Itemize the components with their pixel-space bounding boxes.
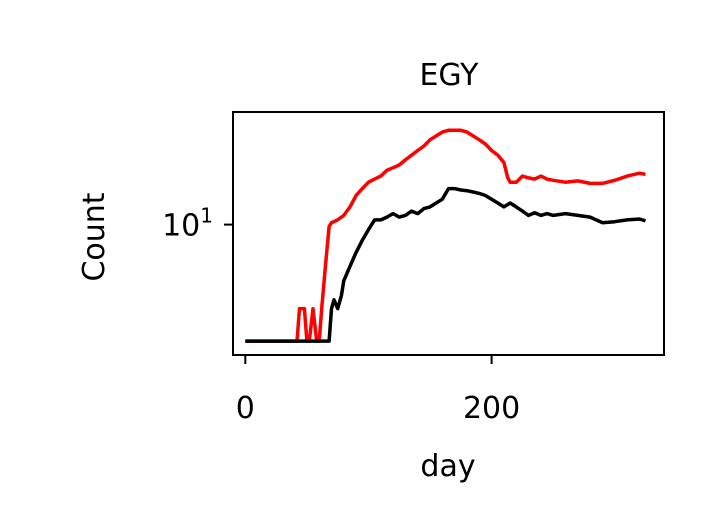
series-line-2: [245, 186, 646, 343]
chart-title: EGY: [419, 58, 479, 93]
y-tick-label: 101: [162, 204, 213, 244]
series-layer: [245, 128, 646, 343]
plot-frame: [232, 111, 665, 356]
y-ticks: 101: [162, 204, 233, 244]
x-tick-label: 200: [463, 391, 520, 426]
x-axis-label: day: [420, 449, 475, 484]
y-axis-label: Count: [77, 192, 112, 281]
series-line-1: [245, 128, 646, 343]
x-tick-label: 0: [236, 391, 255, 426]
x-ticks: 0 200: [236, 355, 520, 426]
y-tick-label-base: 10: [162, 209, 200, 244]
y-tick-label-exponent: 1: [200, 204, 213, 228]
